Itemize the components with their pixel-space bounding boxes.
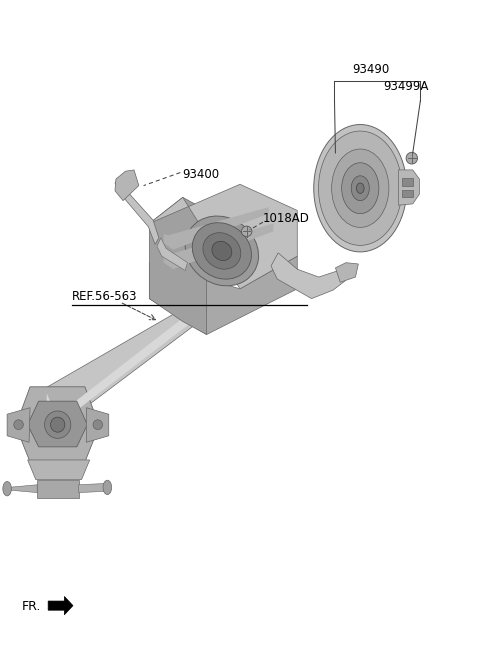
Ellipse shape bbox=[192, 222, 252, 279]
Ellipse shape bbox=[93, 420, 103, 430]
Ellipse shape bbox=[14, 420, 24, 430]
Ellipse shape bbox=[406, 152, 418, 164]
Text: REF.56-563: REF.56-563 bbox=[72, 290, 137, 303]
Polygon shape bbox=[7, 407, 30, 442]
Polygon shape bbox=[28, 401, 87, 447]
Ellipse shape bbox=[342, 163, 379, 214]
Ellipse shape bbox=[50, 417, 65, 432]
Ellipse shape bbox=[203, 233, 241, 269]
Text: 93400: 93400 bbox=[183, 168, 220, 181]
Ellipse shape bbox=[212, 241, 232, 260]
Polygon shape bbox=[42, 289, 223, 429]
Ellipse shape bbox=[241, 226, 252, 237]
Polygon shape bbox=[28, 460, 90, 480]
Text: FR.: FR. bbox=[22, 600, 41, 613]
Ellipse shape bbox=[332, 149, 389, 228]
Ellipse shape bbox=[319, 131, 402, 245]
Ellipse shape bbox=[103, 480, 112, 495]
Polygon shape bbox=[164, 224, 274, 269]
Polygon shape bbox=[115, 170, 139, 201]
Polygon shape bbox=[115, 179, 159, 245]
Text: 1018AD: 1018AD bbox=[263, 212, 310, 225]
Polygon shape bbox=[336, 262, 359, 282]
Polygon shape bbox=[319, 178, 409, 199]
Polygon shape bbox=[164, 207, 269, 250]
Polygon shape bbox=[157, 238, 188, 270]
Polygon shape bbox=[47, 305, 206, 426]
Polygon shape bbox=[398, 170, 420, 205]
Ellipse shape bbox=[357, 183, 364, 194]
Polygon shape bbox=[79, 483, 106, 493]
Polygon shape bbox=[9, 485, 37, 493]
Polygon shape bbox=[402, 178, 413, 186]
Polygon shape bbox=[37, 480, 79, 498]
Ellipse shape bbox=[314, 125, 407, 252]
Polygon shape bbox=[271, 253, 345, 298]
Ellipse shape bbox=[45, 411, 71, 438]
Polygon shape bbox=[149, 184, 297, 289]
Polygon shape bbox=[149, 256, 297, 335]
Polygon shape bbox=[149, 197, 206, 335]
Ellipse shape bbox=[185, 216, 259, 286]
Polygon shape bbox=[48, 596, 73, 615]
Polygon shape bbox=[86, 407, 109, 442]
Text: 93499A: 93499A bbox=[383, 80, 429, 92]
Text: 93490: 93490 bbox=[352, 63, 389, 76]
Ellipse shape bbox=[3, 482, 12, 496]
Polygon shape bbox=[16, 387, 99, 462]
Ellipse shape bbox=[351, 176, 369, 201]
Polygon shape bbox=[402, 190, 413, 197]
